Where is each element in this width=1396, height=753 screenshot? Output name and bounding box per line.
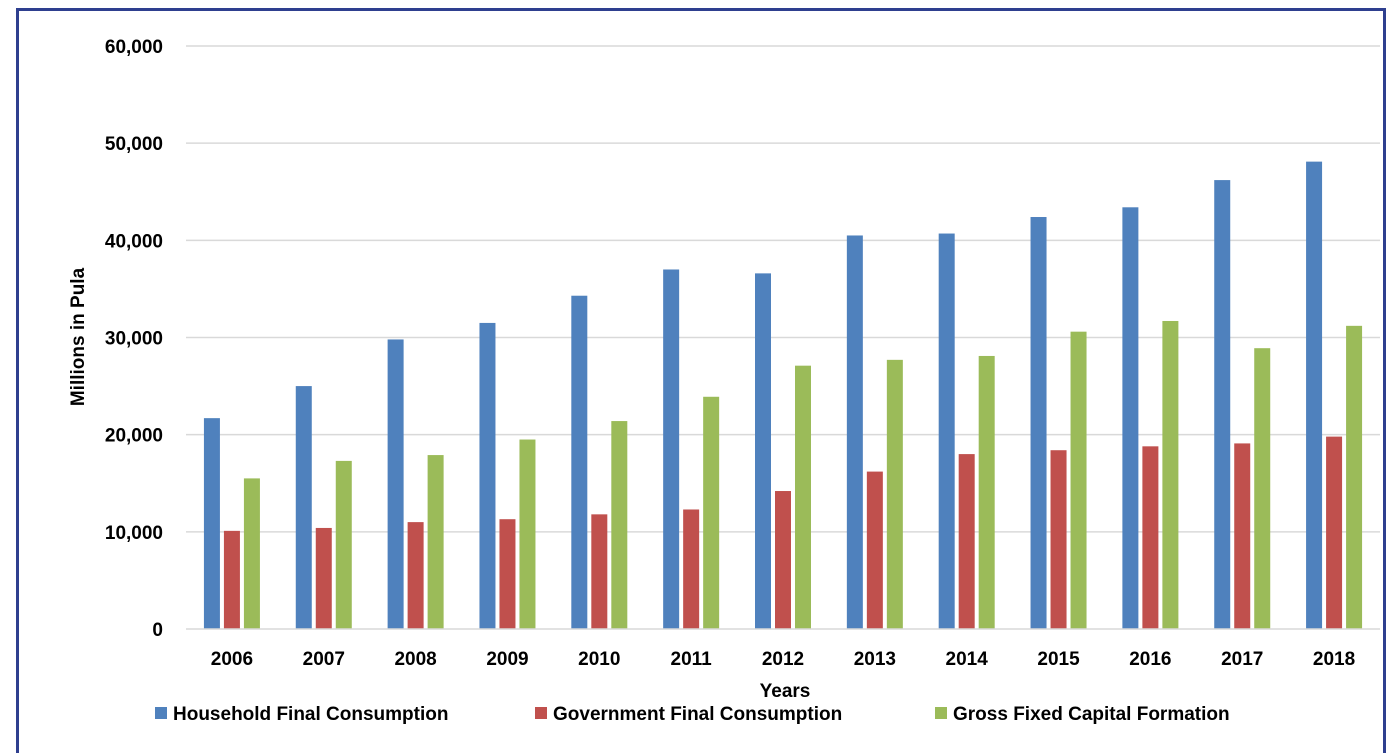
legend-label: Gross Fixed Capital Formation <box>953 704 1230 725</box>
bar <box>775 491 791 629</box>
bar <box>315 527 332 629</box>
bar <box>499 519 516 629</box>
bar <box>335 460 352 629</box>
bar <box>295 386 312 629</box>
bar <box>795 365 811 629</box>
y-tick-label: 40,000 <box>105 231 163 252</box>
bar <box>1214 180 1231 629</box>
x-tick-label: 2017 <box>1221 649 1263 670</box>
bar <box>427 455 444 629</box>
y-tick-label: 10,000 <box>105 523 163 544</box>
bar <box>1162 320 1179 629</box>
bar <box>703 396 720 629</box>
gridlines <box>186 45 1380 533</box>
legend-label: Household Final Consumption <box>173 704 448 725</box>
bar <box>1030 217 1047 629</box>
bar <box>846 235 863 629</box>
y-axis-ticks: 0 10,000 20,000 30,000 40,000 50,000 60,000 <box>105 37 163 641</box>
x-tick-label: 2015 <box>1037 649 1080 670</box>
bar <box>755 273 771 629</box>
bar <box>1142 446 1159 629</box>
y-tick-label: 0 <box>152 620 163 641</box>
bar <box>1346 325 1363 629</box>
bar <box>1122 207 1139 629</box>
x-axis-ticks: 2006 2007 2008 2009 2010 2011 2012 2013 2014 2015… <box>211 649 1355 670</box>
bar <box>223 530 240 629</box>
bar <box>591 514 608 629</box>
y-tick-label: 20,000 <box>105 426 163 447</box>
legend-label: Government Final Consumption <box>553 704 842 725</box>
x-tick-label: 2012 <box>762 649 804 670</box>
y-tick-label: 50,000 <box>105 134 163 155</box>
bar <box>1254 348 1271 629</box>
bar <box>203 418 220 629</box>
bar <box>479 322 496 629</box>
bar <box>243 478 260 629</box>
bar <box>886 359 903 629</box>
x-tick-label: 2006 <box>211 649 253 670</box>
bar <box>407 522 424 629</box>
y-axis-title: Millions in Pula <box>68 267 89 406</box>
bar <box>571 295 588 629</box>
x-tick-label: 2016 <box>1129 649 1171 670</box>
y-tick-label: 30,000 <box>105 329 163 350</box>
bar <box>611 421 628 629</box>
bar <box>519 439 536 629</box>
bar <box>1050 450 1067 629</box>
bar <box>387 339 404 629</box>
legend-swatch <box>935 707 947 719</box>
bar <box>938 233 955 629</box>
legend: Household Final Consumption Government Fi… <box>155 704 1230 725</box>
x-tick-label: 2007 <box>303 649 345 670</box>
bar <box>1070 331 1087 629</box>
bar <box>1306 161 1323 629</box>
y-tick-label: 60,000 <box>105 37 163 58</box>
bar <box>1234 443 1251 629</box>
bar <box>683 509 700 629</box>
x-tick-label: 2013 <box>854 649 896 670</box>
bar <box>663 269 680 629</box>
bar <box>978 355 995 629</box>
legend-swatch <box>155 707 167 719</box>
x-axis-title: Years <box>760 681 811 702</box>
bar <box>866 471 883 629</box>
x-tick-label: 2014 <box>946 649 989 670</box>
x-tick-label: 2018 <box>1313 649 1355 670</box>
x-tick-label: 2009 <box>486 649 528 670</box>
x-tick-label: 2008 <box>394 649 436 670</box>
bar <box>958 454 975 629</box>
bars <box>203 161 1363 629</box>
x-tick-label: 2011 <box>671 649 713 670</box>
bar <box>1326 436 1343 629</box>
x-tick-label: 2010 <box>578 649 620 670</box>
legend-swatch <box>535 707 547 719</box>
